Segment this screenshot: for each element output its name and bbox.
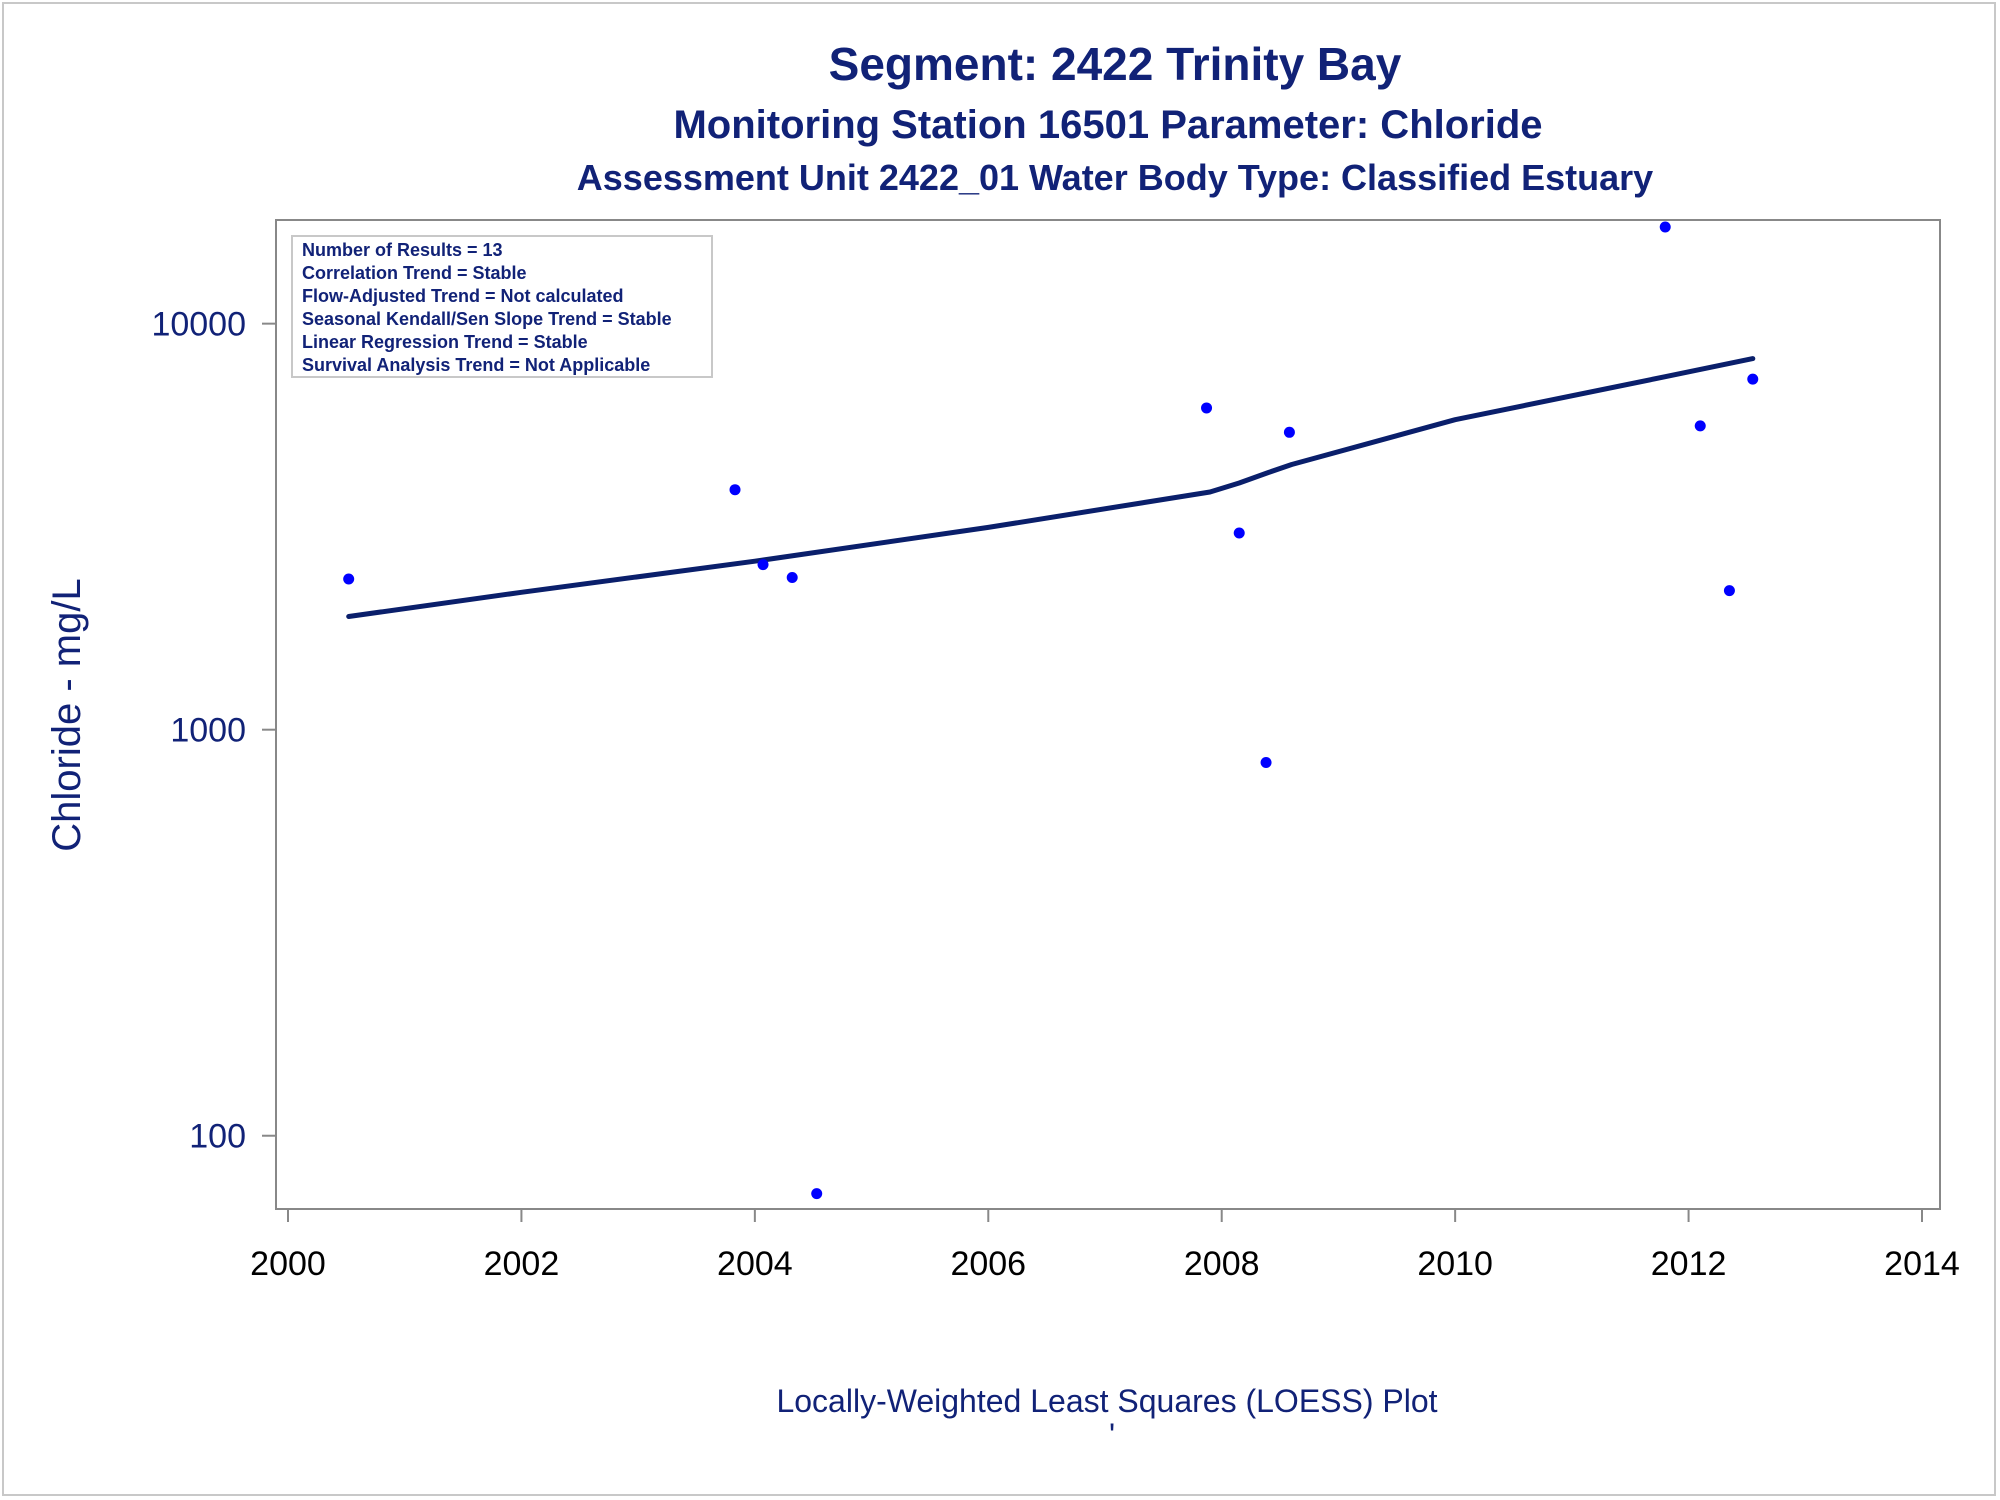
x-tick-label: 2012 bbox=[1651, 1245, 1727, 1283]
data-point bbox=[1694, 420, 1706, 432]
data-point bbox=[1233, 527, 1245, 539]
data-point bbox=[1260, 757, 1272, 769]
chart-subtitle: Monitoring Station 16501 Parameter: Chlo… bbox=[673, 103, 1542, 147]
y-axis: 100 1000 10000 bbox=[151, 306, 276, 1156]
info-line-seasonal-kendall: Seasonal Kendall/Sen Slope Trend = Stabl… bbox=[302, 309, 672, 329]
x-tick-label: 2010 bbox=[1417, 1245, 1493, 1283]
data-point bbox=[343, 573, 355, 585]
x-tick-label: 2006 bbox=[950, 1245, 1026, 1283]
data-point bbox=[757, 559, 769, 571]
chart-title: Segment: 2422 Trinity Bay bbox=[829, 38, 1402, 90]
y-tick-label: 10000 bbox=[151, 306, 246, 344]
info-line-results: Number of Results = 13 bbox=[302, 240, 503, 260]
data-point bbox=[811, 1188, 823, 1200]
x-tick-label: 2014 bbox=[1884, 1245, 1960, 1283]
info-box: Number of Results = 13 Correlation Trend… bbox=[291, 235, 713, 378]
info-line-linear-regression: Linear Regression Trend = Stable bbox=[302, 332, 588, 352]
data-point bbox=[729, 484, 741, 496]
data-point bbox=[1283, 426, 1295, 438]
x-tick-label: 2000 bbox=[250, 1245, 326, 1283]
y-tick-label: 100 bbox=[189, 1118, 246, 1156]
info-box-border bbox=[291, 235, 713, 378]
y-axis-label: Chloride - mg/L bbox=[45, 578, 89, 851]
plot-area bbox=[275, 219, 1941, 1210]
series-layer bbox=[343, 221, 1759, 1200]
info-line-survival: Survival Analysis Trend = Not Applicable bbox=[302, 355, 650, 375]
footnote-mark: ' bbox=[1109, 1417, 1115, 1453]
x-axis: 2000 2002 2004 2006 2008 2010 2012 2014 bbox=[250, 1209, 1960, 1283]
x-tick-label: 2004 bbox=[717, 1245, 793, 1283]
y-tick-label: 1000 bbox=[170, 712, 246, 750]
info-line-flow-adjusted: Flow-Adjusted Trend = Not calculated bbox=[302, 286, 624, 306]
loess-trend-line bbox=[346, 356, 1756, 619]
chart-subtitle-2: Assessment Unit 2422_01 Water Body Type:… bbox=[577, 157, 1653, 198]
x-tick-label: 2002 bbox=[484, 1245, 560, 1283]
data-point bbox=[1201, 402, 1213, 414]
data-point bbox=[786, 572, 798, 584]
data-point bbox=[1659, 221, 1671, 233]
footnote: Locally-Weighted Least Squares (LOESS) P… bbox=[776, 1383, 1437, 1419]
data-point bbox=[1747, 373, 1759, 385]
x-tick-label: 2008 bbox=[1184, 1245, 1260, 1283]
info-line-correlation: Correlation Trend = Stable bbox=[302, 263, 527, 283]
data-point bbox=[1723, 585, 1735, 597]
